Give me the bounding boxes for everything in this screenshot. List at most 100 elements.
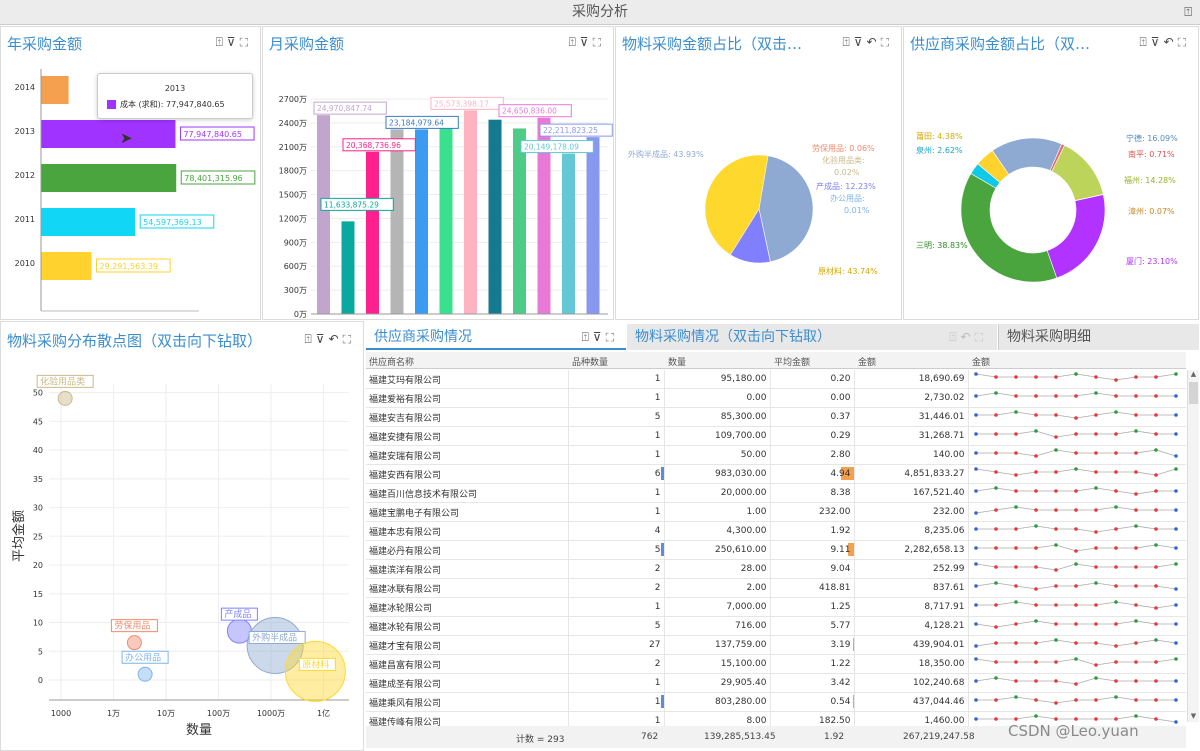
table-cell[interactable]: 3.42 <box>770 673 855 693</box>
fullscreen-icon[interactable]: ⛶ <box>592 35 605 49</box>
table-cell[interactable]: 803,280.00 <box>664 692 771 712</box>
export-icon[interactable]: ⍐ <box>304 332 316 346</box>
table-cell[interactable]: 1 <box>568 483 665 503</box>
export-icon[interactable]: ⍐ <box>568 35 580 49</box>
filter-clear-icon[interactable]: ⊽ <box>1150 35 1164 49</box>
filter-clear-icon[interactable]: ⊽ <box>579 35 593 49</box>
scatter-chart[interactable]: 0 5 10 15 20 25 30 35 40 45 50 1000 1万 10万 100万 1000万 1亿… <box>1 362 363 750</box>
table-cell[interactable]: 50.00 <box>664 445 771 465</box>
table-cell[interactable]: 福建才宝有限公司 <box>366 635 569 655</box>
table-cell[interactable]: 福建爱裕有限公司 <box>366 388 569 408</box>
table-cell[interactable]: 福建冰轮有限公司 <box>366 616 569 636</box>
table-cell[interactable]: 福建传峰有限公司 <box>366 711 569 726</box>
table-row[interactable]: 福建传峰有限公司 1 8.00 182.50 1,460.00 <box>366 711 1186 726</box>
table-cell[interactable]: 1 <box>568 692 665 712</box>
table-row[interactable]: 福建滨洋有限公司 2 28.00 9.04 252.99 <box>366 559 1186 579</box>
table-cell[interactable]: 1.25 <box>770 597 855 617</box>
table-cell[interactable]: 8.00 <box>664 711 771 726</box>
material-pie-chart[interactable]: 外购半成品: 43.93% 劳保用品: 0.06% 化验用品类: 0.02% 产成品: … <box>616 61 901 319</box>
table-cell[interactable]: 福建宝鹏电子有限公司 <box>366 502 569 522</box>
table-row[interactable]: 福建才宝有限公司 27 137,759.00 3.19 439,904.01 <box>366 635 1186 655</box>
table-row[interactable]: 福建成圣有限公司 1 29,905.40 3.42 102,240.68 <box>366 673 1186 693</box>
table-row[interactable]: 福建冰联有限公司 2 2.00 418.81 837.61 <box>366 578 1186 598</box>
scroll-thumb[interactable] <box>1189 382 1198 404</box>
table-row[interactable]: 福建艾玛有限公司 1 95,180.00 0.20 18,690.69 <box>366 370 1186 389</box>
export-icon[interactable]: ⍐ <box>581 330 593 344</box>
table-cell[interactable]: 1.22 <box>770 654 855 674</box>
table-cell[interactable]: 27 <box>568 635 665 655</box>
table-row[interactable]: 福建安瑞有限公司 1 50.00 2.80 140.00 <box>366 445 1186 465</box>
table-cell[interactable]: 8,717.91 <box>854 597 969 617</box>
table-cell[interactable]: 20,000.00 <box>664 483 771 503</box>
table-cell[interactable]: 0.20 <box>770 370 855 389</box>
fullscreen-icon[interactable]: ⛶ <box>239 35 252 49</box>
table-cell[interactable]: 95,180.00 <box>664 370 771 389</box>
table-row[interactable]: 福建冰轮有限公司 5 716.00 5.77 4,128.21 <box>366 616 1186 636</box>
table-row[interactable]: 福建安西有限公司 6 983,030.00 4.94 4,851,833.27 <box>366 464 1186 484</box>
table-cell[interactable]: 9.11 <box>770 540 855 560</box>
undo-icon[interactable]: ↶ <box>866 35 881 49</box>
export-icon[interactable]: ⍐ <box>215 35 227 49</box>
table-cell[interactable]: 1 <box>568 673 665 693</box>
column-header[interactable]: 金额 <box>972 358 991 368</box>
table-cell[interactable]: 福建冰联有限公司 <box>366 578 569 598</box>
tab-material-detail[interactable]: 物料采购明细 <box>998 324 1199 350</box>
table-cell[interactable]: 28.00 <box>664 559 771 579</box>
table-cell[interactable]: 31,446.01 <box>854 407 969 427</box>
export-icon[interactable]: ⍐ <box>842 35 854 49</box>
vertical-scrollbar[interactable]: ▲ ▼ <box>1187 370 1199 722</box>
table-cell[interactable]: 0.37 <box>770 407 855 427</box>
table-cell[interactable]: 2,282,658.13 <box>854 540 969 560</box>
table-cell[interactable]: 439,904.01 <box>854 635 969 655</box>
table-cell[interactable]: 2.00 <box>664 578 771 598</box>
filter-clear-icon[interactable]: ⊽ <box>315 332 329 346</box>
table-row[interactable]: 福建乘风有限公司 1 803,280.00 0.54 437,044.46 <box>366 692 1186 712</box>
fullscreen-icon[interactable]: ⛶ <box>342 332 355 346</box>
column-header[interactable]: 平均金额 <box>774 358 811 368</box>
export-icon[interactable]: ⍐ <box>1139 35 1151 49</box>
table-cell[interactable]: 5 <box>568 407 665 427</box>
table-row[interactable]: 福建安捷有限公司 1 109,700.00 0.29 31,268.71 <box>366 426 1186 446</box>
table-row[interactable]: 福建安吉有限公司 5 85,300.00 0.37 31,446.01 <box>366 407 1186 427</box>
table-cell[interactable]: 4,128.21 <box>854 616 969 636</box>
table-cell[interactable]: 2.80 <box>770 445 855 465</box>
column-header[interactable]: 金额 <box>858 358 877 368</box>
table-cell[interactable]: 2,730.02 <box>854 388 969 408</box>
table-cell[interactable]: 250,610.00 <box>664 540 771 560</box>
table-cell[interactable]: 9.04 <box>770 559 855 579</box>
table-cell[interactable]: 福建安西有限公司 <box>366 464 569 484</box>
table-cell[interactable]: 29,905.40 <box>664 673 771 693</box>
table-cell[interactable]: 2 <box>568 578 665 598</box>
table-cell[interactable]: 福建安捷有限公司 <box>366 426 569 446</box>
undo-icon[interactable]: ↶ <box>328 332 343 346</box>
table-cell[interactable]: 福建昌富有限公司 <box>366 654 569 674</box>
table-cell[interactable]: 福建冰轮限公司 <box>366 597 569 617</box>
table-row[interactable]: 福建必丹有限公司 5 250,610.00 9.11 2,282,658.13 <box>366 540 1186 560</box>
table-cell[interactable]: 2 <box>568 559 665 579</box>
table-cell[interactable]: 4,300.00 <box>664 521 771 541</box>
table-cell[interactable]: 福建本忠有限公司 <box>366 521 569 541</box>
table-cell[interactable]: 437,044.46 <box>854 692 969 712</box>
table-cell[interactable]: 167,521.40 <box>854 483 969 503</box>
table-cell[interactable]: 1.00 <box>664 502 771 522</box>
table-cell[interactable]: 716.00 <box>664 616 771 636</box>
table-cell[interactable]: 4,851,833.27 <box>854 464 969 484</box>
table-cell[interactable]: 1.92 <box>770 521 855 541</box>
table-cell[interactable]: 1 <box>568 426 665 446</box>
table-cell[interactable]: 182.50 <box>770 711 855 726</box>
table-cell[interactable]: 8.38 <box>770 483 855 503</box>
table-cell[interactable]: 232.00 <box>770 502 855 522</box>
table-cell[interactable]: 福建成圣有限公司 <box>366 673 569 693</box>
scroll-up-icon[interactable]: ▲ <box>1190 370 1197 378</box>
table-row[interactable]: 福建冰轮限公司 1 7,000.00 1.25 8,717.91 <box>366 597 1186 617</box>
table-row[interactable]: 福建昌富有限公司 2 15,100.00 1.22 18,350.00 <box>366 654 1186 674</box>
table-cell[interactable]: 5.77 <box>770 616 855 636</box>
table-cell[interactable]: 1 <box>568 370 665 389</box>
table-cell[interactable]: 137,759.00 <box>664 635 771 655</box>
tab-supplier[interactable]: 供应商采购情况 ⍐⊽⛶ <box>366 324 626 350</box>
table-cell[interactable]: 0.54 <box>770 692 855 712</box>
table-cell[interactable]: 109,700.00 <box>664 426 771 446</box>
table-cell[interactable]: 福建必丹有限公司 <box>366 540 569 560</box>
undo-icon[interactable]: ↶ <box>1163 35 1178 49</box>
column-header[interactable]: 品种数量 <box>572 358 609 368</box>
